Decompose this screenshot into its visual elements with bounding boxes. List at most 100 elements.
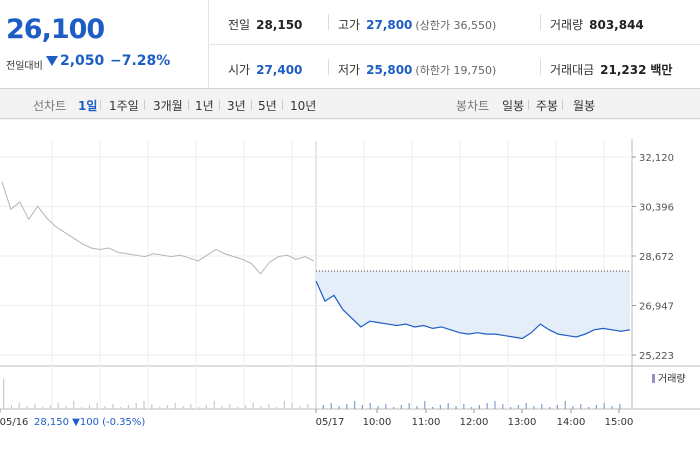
volume-bar [143, 401, 145, 409]
volume-bar [198, 407, 200, 409]
volume-bar [416, 406, 418, 409]
volume-bar [432, 407, 434, 409]
prev-close: 전일 28,150 [228, 18, 303, 32]
volume-bar [478, 405, 480, 409]
volume-bar [377, 406, 379, 409]
volume-bar [10, 405, 12, 409]
volume-bar [307, 404, 309, 409]
volume-bar [494, 401, 496, 409]
volume-bar [510, 407, 512, 409]
volume-bar [268, 404, 270, 409]
volume-bar [471, 407, 473, 409]
prev-day-summary: 28,150 ▼100 (-0.35%) [34, 417, 145, 428]
volume-bar [580, 404, 582, 409]
day-high: 고가 27,800 (상한가 36,550) [338, 18, 497, 32]
period-tabbar: 선차트 1일 1주일 3개월 1년 3년 5년 10년 봉차트 일봉 주봉 월봉 [0, 89, 700, 119]
tab-10y[interactable]: 10년 [290, 99, 317, 113]
volume-bar [588, 407, 590, 409]
y-tick-label: 32,120 [639, 153, 674, 164]
volume-bar [112, 404, 114, 409]
volume-bar [283, 401, 285, 409]
volume-bar [73, 401, 75, 409]
volume-bar [252, 403, 254, 409]
volume-bar [330, 403, 332, 409]
tab-5y[interactable]: 5년 [258, 99, 277, 113]
intraday-chart[interactable]: 32,120 30,396 28,672 26,947 25,223 거래량 05/16 05… [0, 119, 700, 450]
down-arrow-icon [46, 56, 58, 66]
below-prev-close-fill [316, 270, 630, 339]
volume-bar [229, 404, 231, 409]
volume-bar [486, 403, 488, 409]
volume-bar [455, 406, 457, 409]
volume-bar [65, 406, 67, 409]
y-tick-label: 25,223 [639, 351, 674, 362]
volume-bar [315, 407, 317, 409]
volume-bar [439, 405, 441, 409]
tab-1w[interactable]: 1주일 [109, 99, 139, 113]
volume-bar [127, 405, 129, 409]
y-tick-label: 30,396 [639, 202, 674, 213]
volume-bar [502, 404, 504, 409]
tab-3m[interactable]: 3개월 [153, 99, 183, 113]
quote-header: 26,100 전일대비 2,050 −7.28% 전일 28,150 고가 27,8… [0, 0, 700, 89]
volume-bar [213, 401, 215, 409]
volume-bar [190, 404, 192, 409]
volume-bar [166, 405, 168, 409]
day-low: 저가 25,800 (하한가 19,750) [338, 63, 497, 77]
volume-bar [533, 406, 535, 409]
volume-bar [346, 404, 348, 409]
x-tick-label: 05/17 [316, 417, 345, 428]
change-percent: −7.28% [110, 53, 171, 69]
tab-daily-candle[interactable]: 일봉 [502, 99, 525, 113]
x-tick-label: 13:00 [508, 417, 537, 428]
volume-bar [244, 405, 246, 409]
volume-bar [88, 405, 90, 409]
x-tick-label: 10:00 [363, 417, 392, 428]
x-tick-label: 12:00 [460, 417, 489, 428]
volume-bar [151, 404, 153, 409]
volume-bar [556, 405, 558, 409]
volume-bar [276, 407, 278, 409]
volume-bar [385, 404, 387, 409]
volume-bar [463, 404, 465, 409]
price-summary: 26,100 전일대비 2,050 −7.28% [0, 0, 209, 89]
tab-1d[interactable]: 1일 [78, 99, 98, 113]
x-tick-label: 15:00 [605, 417, 634, 428]
volume-bar [3, 379, 5, 409]
volume-bar [369, 403, 371, 409]
volume-bar [517, 405, 519, 409]
tab-monthly-candle[interactable]: 월봉 [573, 99, 596, 113]
current-price: 26,100 [6, 14, 105, 45]
volume-bar [322, 405, 324, 409]
volume-bar [104, 406, 106, 409]
volume-bar [159, 407, 161, 409]
volume-bar [408, 403, 410, 409]
volume-bar [174, 403, 176, 409]
volume-bar [18, 403, 20, 409]
volume-bar [354, 401, 356, 409]
volume-bar [49, 405, 51, 409]
volume-bar [603, 403, 605, 409]
volume-bar [549, 407, 551, 409]
change-label: 전일대비 [6, 61, 43, 72]
tab-1y[interactable]: 1년 [195, 99, 214, 113]
open-price: 시가 27,400 [228, 63, 303, 77]
tab-3y[interactable]: 3년 [227, 99, 246, 113]
volume-bar [57, 403, 59, 409]
volume-bar [42, 407, 44, 409]
volume-bar [595, 405, 597, 409]
volume-bar [393, 407, 395, 409]
tab-weekly-candle[interactable]: 주봉 [536, 99, 559, 113]
volume-bar [299, 406, 301, 409]
y-tick-label: 28,672 [639, 252, 674, 263]
volume-bar [291, 403, 293, 409]
volume: 거래량 803,844 [550, 18, 644, 32]
volume-bar [205, 405, 207, 409]
series-today [315, 280, 631, 340]
volume-legend-label: 거래량 [658, 373, 686, 385]
candle-chart-label: 봉차트 [456, 99, 490, 113]
line-chart-label: 선차트 [33, 99, 67, 113]
volume-bar [338, 406, 340, 409]
volume-bar [447, 403, 449, 409]
